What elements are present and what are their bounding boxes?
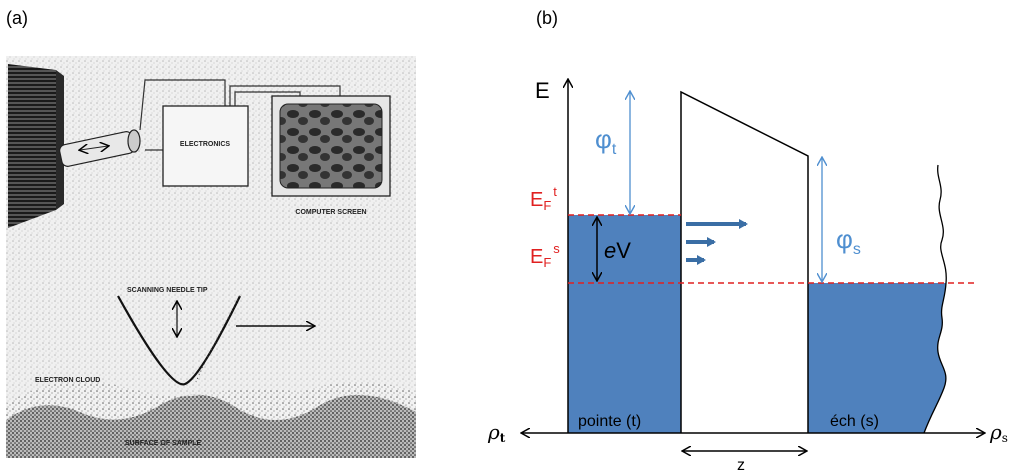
electron-cloud-label: ELECTRON CLOUD: [35, 377, 100, 384]
scanning-needle-tip: [117, 295, 241, 386]
panel-b: E φt φs EFt EFs eV pointe (t) éch (s) ρt…: [487, 78, 1008, 474]
electron-cloud: [6, 380, 416, 420]
bias-label: eV: [604, 238, 631, 263]
tunneling-arrows: [686, 219, 748, 265]
fermi-sample-label: EFs: [530, 241, 560, 270]
rho-s-label: ρs: [989, 420, 1008, 445]
piezo-block: [8, 64, 56, 228]
sample-dos-curve: [923, 164, 947, 434]
sample-surface: [6, 394, 416, 458]
rho-t-label: ρt: [487, 420, 506, 445]
computer-screen-image: [279, 103, 383, 189]
panel-a: ELECTRONICS COMPUTER SCREEN SURFACE OF S…: [6, 56, 416, 458]
tip-holder-cylinder: [59, 129, 141, 167]
sample-region-label: éch (s): [830, 413, 879, 430]
computer-screen-label: COMPUTER SCREEN: [295, 209, 366, 216]
panel-a-label: (a): [6, 8, 28, 28]
tunnel-barrier: [680, 90, 809, 433]
gap-label: z: [737, 457, 745, 474]
needle-tip-label: SCANNING NEEDLE TIP: [127, 287, 208, 294]
panel-b-label: (b): [536, 8, 558, 28]
electronics-box: [162, 105, 249, 187]
electronics-label: ELECTRONICS: [180, 141, 231, 148]
fermi-tip-label: EFt: [530, 184, 557, 213]
phi-t-label: φt: [595, 124, 617, 158]
surface-label: SURFACE OF SAMPLE: [125, 440, 202, 447]
energy-axis-label: E: [535, 78, 550, 103]
tip-region-label: pointe (t): [578, 413, 641, 430]
tip-filled-states: [568, 215, 681, 433]
phi-s-label: φs: [836, 224, 861, 258]
sample-filled-states: [808, 283, 946, 433]
